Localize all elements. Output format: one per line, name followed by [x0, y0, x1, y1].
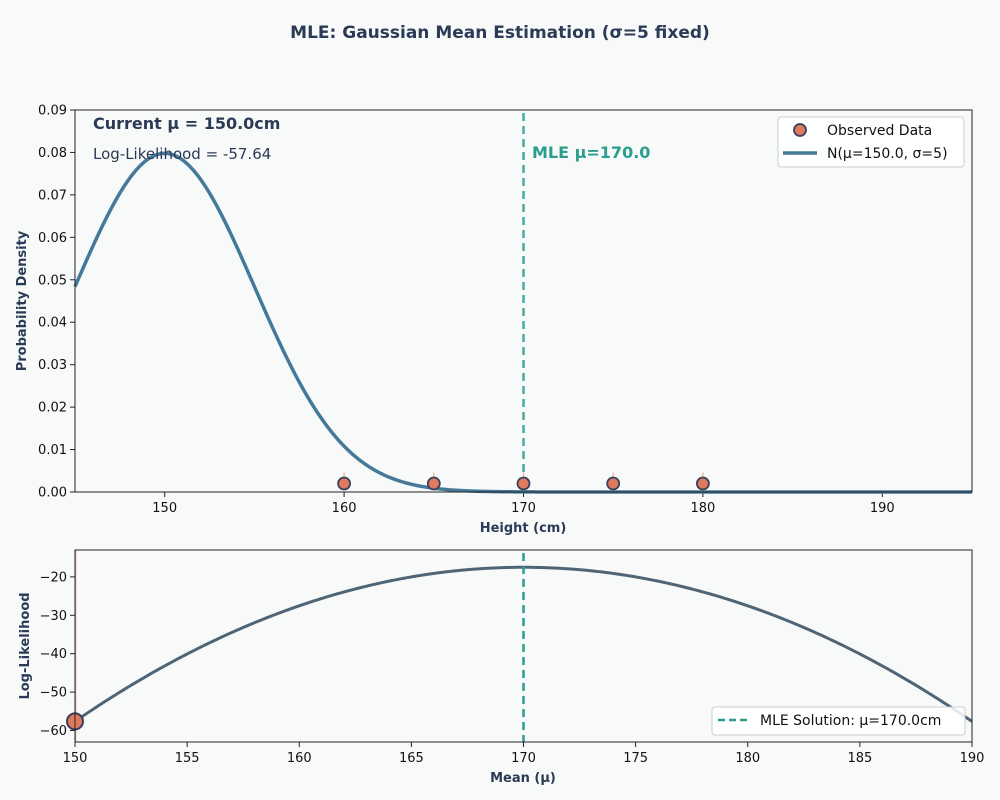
loglik-xtick-label: 150	[63, 751, 88, 766]
loglik-xtick-label: 170	[511, 751, 536, 766]
loglikelihood-plot: 150 155 160 165 170 175 180 185 190 −60 −50 −40 −30 −…	[18, 549, 985, 786]
loglik-xtick-label: 165	[399, 751, 424, 766]
loglik-legend-box	[711, 706, 966, 736]
density-axis-ticks: 150 160 170 180 190 0.00 0.01 0.02 0.03 0.04 0.05 0…	[38, 104, 895, 517]
mle-annotation: MLE μ=170.0	[532, 143, 650, 162]
current-mu-annotation: Current μ = 150.0cm	[93, 114, 280, 133]
legend-observed-marker	[793, 123, 807, 137]
density-ytick-label: 0.06	[38, 231, 67, 246]
density-ytick-label: 0.08	[38, 146, 67, 161]
loglik-ylabel: Log-Likelihood	[18, 592, 33, 699]
observed-point	[516, 476, 531, 491]
legend-mle-label: MLE Solution: μ=170.0cm	[760, 713, 941, 729]
loglik-ytick-label: −20	[40, 570, 67, 585]
density-xtick-label: 160	[332, 501, 357, 516]
observed-point	[426, 476, 441, 491]
loglik-ytick-label: −50	[40, 686, 67, 701]
density-ylabel: Probability Density	[15, 230, 30, 371]
loglik-xlabel: Mean (μ)	[490, 771, 556, 786]
loglik-xtick-label: 185	[847, 751, 872, 766]
loglik-xtick-label: 175	[623, 751, 648, 766]
density-ytick-label: 0.09	[38, 104, 67, 119]
loglik-legend: MLE Solution: μ=170.0cm	[711, 706, 966, 736]
density-plot-frame	[74, 109, 973, 493]
figure-title: MLE: Gaussian Mean Estimation (σ=5 fixed…	[290, 23, 710, 43]
loglik-plot-frame	[74, 549, 973, 743]
density-ytick-label: 0.01	[38, 443, 67, 458]
legend-observed-label: Observed Data	[827, 123, 932, 139]
density-xlabel: Height (cm)	[480, 521, 567, 536]
density-ytick-label: 0.02	[38, 401, 67, 416]
loglik-xtick-label: 180	[735, 751, 760, 766]
loglik-xtick-label: 155	[175, 751, 200, 766]
observed-point	[696, 476, 710, 491]
density-xtick-label: 190	[870, 501, 895, 516]
density-ytick-label: 0.07	[38, 188, 67, 203]
loglik-annotation: Log-Likelihood = -57.64	[93, 145, 271, 163]
density-ytick-label: 0.05	[38, 273, 67, 288]
density-legend-box	[777, 116, 965, 168]
density-ytick-label: 0.00	[38, 486, 67, 501]
loglik-ytick-label: −30	[40, 609, 67, 624]
density-xtick-label: 150	[152, 501, 177, 516]
observed-point	[337, 476, 352, 491]
loglik-ytick-label: −60	[40, 724, 67, 739]
density-ytick-label: 0.04	[38, 316, 67, 331]
loglik-ytick-label: −40	[40, 647, 67, 662]
density-plot: 150 160 170 180 190 0.00 0.01 0.02 0.03 0.04 0.05 0…	[15, 104, 973, 536]
loglik-axis-ticks: 150 155 160 165 170 175 180 185 190 −60 −50 −40 −30 −…	[40, 570, 985, 766]
observed-point	[606, 476, 621, 491]
legend-curve-label: N(μ=150.0, σ=5)	[827, 146, 948, 162]
loglik-xtick-label: 160	[287, 751, 312, 766]
density-xtick-label: 170	[511, 501, 536, 516]
density-xtick-label: 180	[690, 501, 715, 516]
density-legend: Observed Data N(μ=150.0, σ=5)	[777, 116, 965, 168]
density-ytick-label: 0.03	[38, 358, 67, 373]
loglik-xtick-label: 190	[960, 751, 985, 766]
